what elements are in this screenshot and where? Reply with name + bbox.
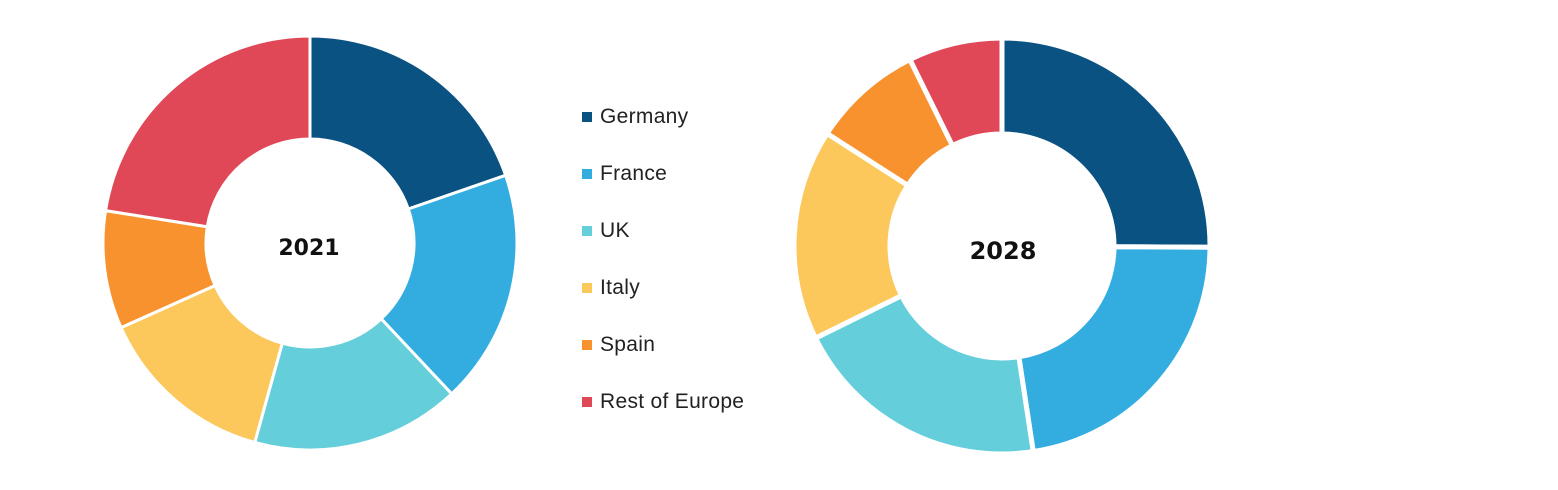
donut-slice-germany-2028 — [999, 35, 1213, 250]
donut-center-label-2021: 2021 — [278, 236, 339, 261]
legend-item-uk: UK — [582, 202, 744, 259]
legend-label-france: France — [600, 161, 668, 185]
legend-label-italy: Italy — [600, 275, 641, 299]
legend-item-rest-of-europe: Rest of Europe — [582, 373, 744, 430]
legend-label-uk: UK — [600, 218, 630, 242]
donut-slice-france-2021 — [379, 173, 519, 397]
legend-swatch-germany — [582, 111, 592, 122]
legend-label-germany: Germany — [600, 104, 689, 128]
legend-swatch-italy — [582, 282, 592, 293]
legend-item-italy: Italy — [582, 259, 744, 316]
donut-chart-2028 — [791, 35, 1213, 457]
legend-swatch-rest-of-europe — [582, 396, 592, 407]
donut-center-label-2028: 2028 — [970, 237, 1037, 265]
legend-item-france: France — [582, 145, 744, 202]
legend: Germany France UK Italy Spain Rest of Eu… — [582, 88, 744, 430]
donut-slice-germany-2021 — [308, 34, 508, 211]
donut-slice-uk-2028 — [812, 292, 1037, 457]
donut-chart-2021 — [101, 34, 519, 452]
legend-item-spain: Spain — [582, 316, 744, 373]
legend-item-germany: Germany — [582, 88, 744, 145]
legend-swatch-uk — [582, 225, 592, 236]
donut-slice-rest-of-europe-2028 — [906, 35, 1005, 149]
legend-swatch-spain — [582, 339, 592, 350]
donut-slice-france-2028 — [1015, 244, 1213, 455]
donut-slice-italy-2021 — [119, 283, 285, 445]
donut-slice-rest-of-europe-2021 — [103, 34, 312, 229]
legend-swatch-france — [582, 168, 592, 179]
legend-label-spain: Spain — [600, 332, 656, 356]
donut-slice-uk-2021 — [252, 316, 454, 452]
legend-label-rest-of-europe: Rest of Europe — [600, 389, 745, 413]
